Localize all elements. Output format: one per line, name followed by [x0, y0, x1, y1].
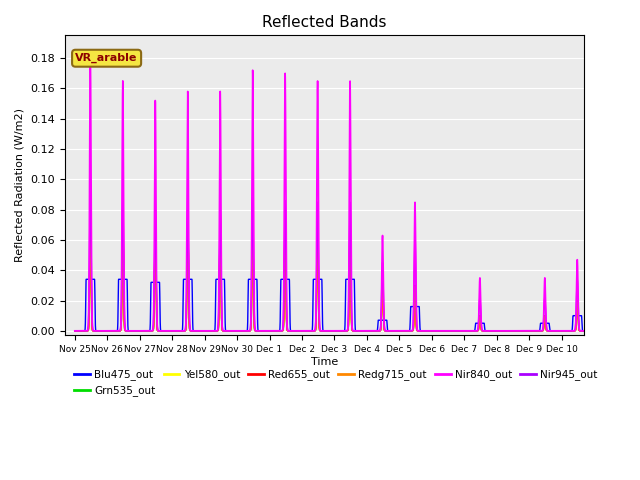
Line: Red655_out: Red655_out [75, 211, 594, 331]
Red655_out [590, 328, 598, 334]
Nir945_out [516, 328, 524, 334]
Red655_out [71, 328, 79, 334]
Nir945_out [71, 328, 79, 334]
Grn535_out [590, 328, 598, 334]
Yel580_out [477, 323, 484, 329]
Nir840_out [477, 307, 484, 312]
Grn535_out [477, 323, 484, 329]
Nir945_out [381, 328, 389, 334]
Nir840_out [381, 328, 389, 334]
Nir945_out [502, 328, 510, 334]
Red655_out [516, 328, 524, 334]
Redg715_out [502, 328, 510, 334]
Yel580_out [502, 328, 510, 334]
Line: Nir840_out: Nir840_out [75, 58, 594, 331]
Nir840_out [179, 328, 186, 334]
Yel580_out [71, 328, 79, 334]
Redg715_out [477, 323, 484, 329]
Redg715_out [354, 328, 362, 334]
Line: Grn535_out: Grn535_out [75, 215, 594, 331]
Grn535_out [354, 328, 362, 334]
Nir840_out [86, 55, 94, 61]
Nir840_out [354, 328, 362, 334]
Line: Nir945_out: Nir945_out [75, 192, 594, 331]
Nir945_out [179, 328, 186, 334]
Red655_out [381, 328, 389, 334]
Blu475_out [179, 325, 186, 331]
Grn535_out [216, 212, 224, 217]
Nir945_out [86, 189, 94, 194]
Red655_out [179, 328, 186, 334]
Yel580_out [590, 328, 598, 334]
Red655_out [477, 323, 484, 329]
Line: Yel580_out: Yel580_out [75, 215, 594, 331]
Yel580_out [354, 328, 362, 334]
Y-axis label: Reflected Radiation (W/m2): Reflected Radiation (W/m2) [15, 108, 25, 263]
Yel580_out [179, 328, 186, 334]
Grn535_out [381, 328, 389, 334]
Red655_out [436, 328, 444, 334]
Nir840_out [502, 328, 510, 334]
Red655_out [216, 208, 224, 214]
Blu475_out [516, 328, 524, 334]
Yel580_out [436, 328, 444, 334]
Grn535_out [502, 328, 510, 334]
Text: VR_arable: VR_arable [76, 53, 138, 63]
Red655_out [502, 328, 510, 334]
Grn535_out [516, 328, 524, 334]
Red655_out [354, 328, 362, 334]
Nir840_out [71, 328, 79, 334]
Redg715_out [436, 328, 444, 334]
Redg715_out [216, 209, 224, 215]
Nir945_out [590, 328, 598, 334]
Blu475_out [381, 317, 389, 323]
Redg715_out [516, 328, 524, 334]
Blu475_out [502, 328, 510, 334]
Blu475_out [477, 320, 484, 326]
Redg715_out [179, 328, 186, 334]
X-axis label: Time: Time [311, 357, 339, 367]
Blu475_out [71, 328, 79, 334]
Line: Redg715_out: Redg715_out [75, 212, 594, 331]
Line: Blu475_out: Blu475_out [75, 279, 594, 331]
Grn535_out [436, 328, 444, 334]
Redg715_out [381, 328, 389, 334]
Nir840_out [516, 328, 524, 334]
Nir945_out [442, 328, 450, 334]
Nir840_out [590, 328, 598, 334]
Nir945_out [354, 328, 362, 334]
Yel580_out [216, 212, 224, 217]
Redg715_out [71, 328, 79, 334]
Redg715_out [590, 328, 598, 334]
Grn535_out [71, 328, 79, 334]
Nir945_out [477, 312, 484, 317]
Legend: Blu475_out, Grn535_out, Yel580_out, Red655_out, Redg715_out, Nir840_out, Nir945_: Blu475_out, Grn535_out, Yel580_out, Red6… [70, 365, 602, 401]
Yel580_out [381, 328, 389, 334]
Grn535_out [179, 328, 186, 334]
Yel580_out [516, 328, 524, 334]
Nir840_out [438, 328, 446, 334]
Title: Reflected Bands: Reflected Bands [262, 15, 387, 30]
Blu475_out [354, 328, 362, 334]
Blu475_out [83, 276, 90, 282]
Blu475_out [590, 328, 598, 334]
